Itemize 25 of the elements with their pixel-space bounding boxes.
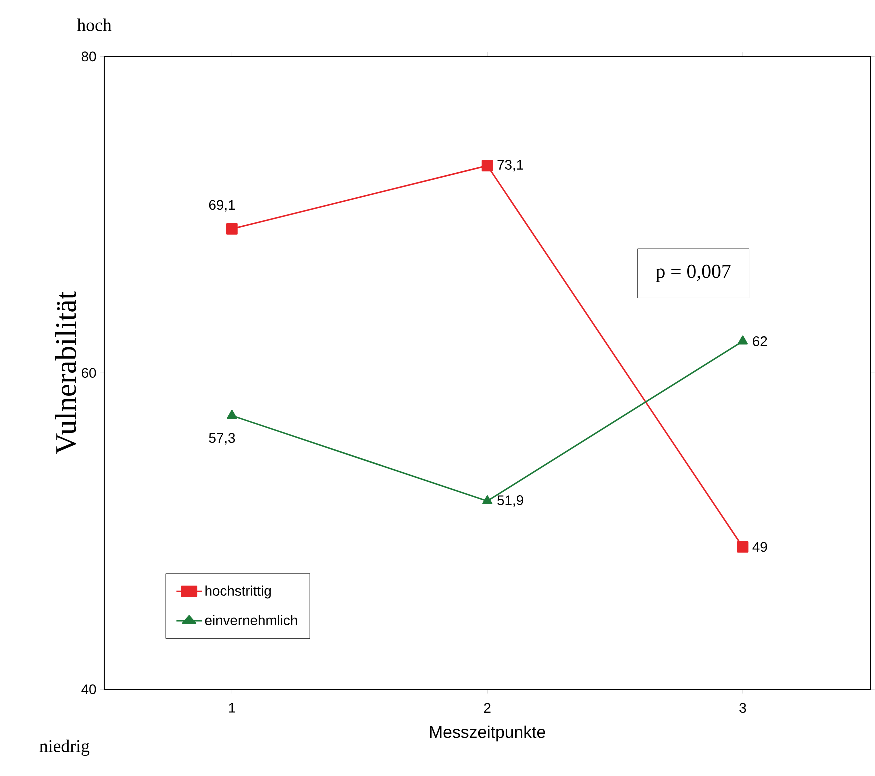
data-label: 57,3 <box>209 433 236 445</box>
y-axis-title: Vulnerabilität <box>55 292 76 454</box>
data-label: 49 <box>752 542 768 552</box>
x-tick-label: 1 <box>229 703 236 713</box>
point <box>482 160 494 172</box>
point <box>226 223 238 235</box>
point <box>227 410 238 420</box>
point <box>737 541 749 553</box>
text: hoch <box>77 18 112 32</box>
x-tick-label: 3 <box>740 703 746 714</box>
annotation: p = 0,007 <box>656 264 731 282</box>
data-label: 69,1 <box>209 200 236 212</box>
y-tick-label: 60 <box>82 368 96 378</box>
legend-label: hochstrittig <box>206 586 271 599</box>
text: niedrig <box>40 740 90 756</box>
x-axis-title: Messzeitpunkte <box>430 726 546 742</box>
data-label: 62 <box>753 336 768 346</box>
point <box>738 336 748 345</box>
point <box>482 496 493 504</box>
data-label: 51,9 <box>498 495 524 507</box>
legend-label: einvernehmlich <box>205 615 298 626</box>
y-tick-label: 40 <box>82 684 96 694</box>
x-tick-label: 2 <box>484 703 491 713</box>
data-label: 73,1 <box>498 160 524 172</box>
y-tick-label: 80 <box>82 52 96 62</box>
